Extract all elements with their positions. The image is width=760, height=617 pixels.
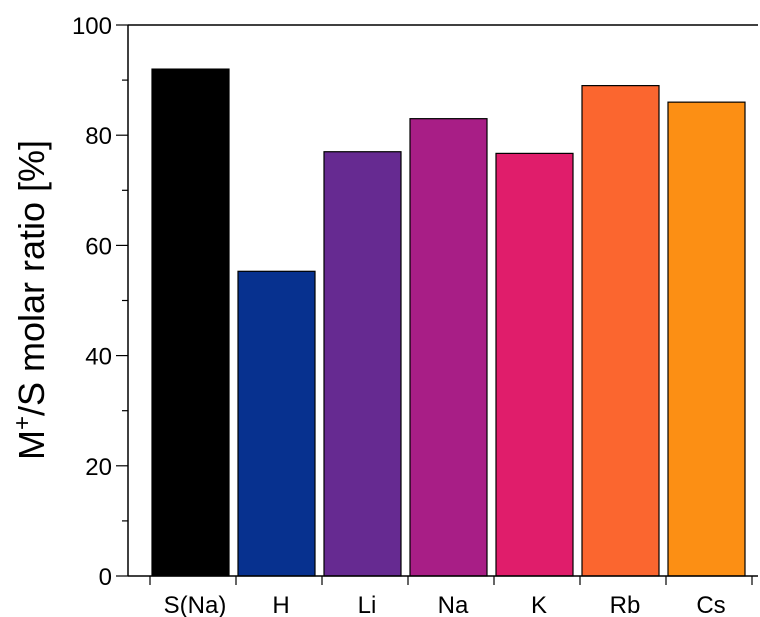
y-tick-label: 0 [99, 564, 112, 591]
bar-rb [581, 85, 660, 577]
bar-na [409, 118, 488, 577]
y-axis-title-superscript: + [9, 416, 36, 430]
x-tick-label: S(Na) [164, 592, 227, 617]
x-tick-label: Rb [610, 592, 641, 617]
y-tick-label: 20 [85, 454, 112, 481]
x-tick-label: H [272, 592, 289, 617]
bars-group [151, 68, 746, 577]
bar-k [495, 152, 574, 577]
bar-li [323, 151, 402, 577]
y-axis-ticks: 0 20 40 60 80 100 [72, 13, 128, 591]
bar-s-na [151, 68, 230, 577]
y-tick-label: 100 [72, 13, 112, 40]
bar-h [237, 270, 316, 577]
y-tick-label: 80 [85, 123, 112, 150]
y-tick-label: 40 [85, 344, 112, 371]
x-tick-label: Li [358, 592, 377, 617]
x-tick-label: Cs [696, 592, 725, 617]
x-axis-ticks: S(Na) H Li Na K Rb Cs [149, 576, 753, 617]
y-axis-title-main: M [11, 430, 52, 460]
y-axis-title: M+/S molar ratio [%] [9, 140, 52, 460]
x-tick-label: Na [438, 592, 469, 617]
x-tick-label: K [531, 592, 547, 617]
bar-cs [667, 101, 746, 577]
y-tick-label: 60 [85, 233, 112, 260]
y-axis-title-rest: /S molar ratio [%] [11, 140, 52, 416]
